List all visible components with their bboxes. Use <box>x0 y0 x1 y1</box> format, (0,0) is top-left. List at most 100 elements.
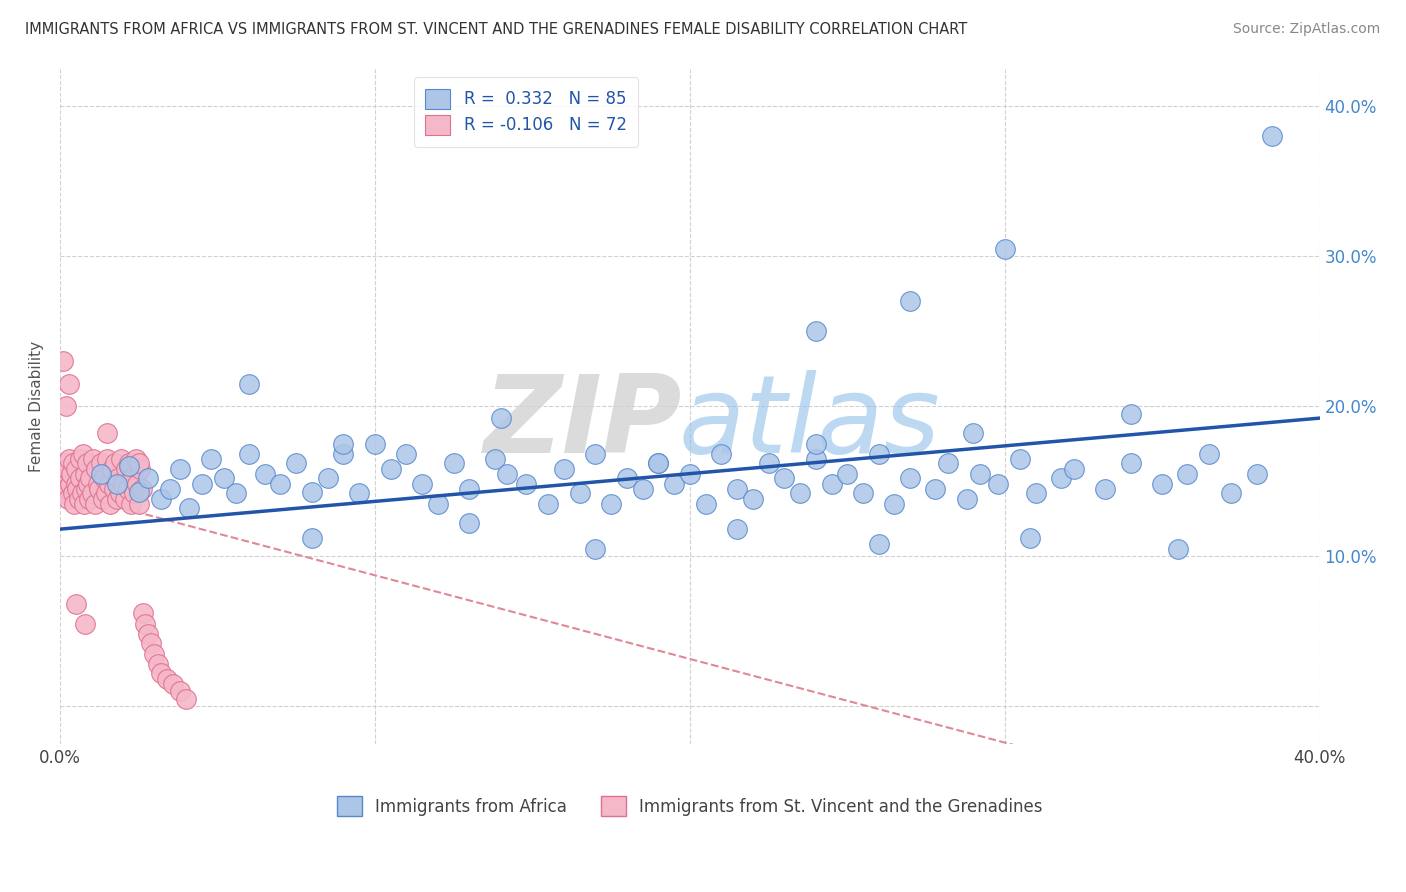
Point <box>1025 486 1047 500</box>
Point <box>65 477 87 491</box>
Point <box>53 456 76 470</box>
Point <box>489 411 512 425</box>
Point <box>710 447 733 461</box>
Point <box>725 482 748 496</box>
Point <box>269 477 291 491</box>
Text: IMMIGRANTS FROM AFRICA VS IMMIGRANTS FROM ST. VINCENT AND THE GRENADINES FEMALE : IMMIGRANTS FROM AFRICA VS IMMIGRANTS FRO… <box>25 22 967 37</box>
Point <box>101 462 124 476</box>
Point <box>898 294 921 309</box>
Point <box>97 477 120 491</box>
Point <box>117 482 139 496</box>
Point <box>82 451 104 466</box>
Point <box>93 471 115 485</box>
Point <box>458 482 481 496</box>
Point <box>1198 447 1220 461</box>
Point <box>553 462 575 476</box>
Point <box>52 471 75 485</box>
Point <box>136 471 159 485</box>
Point <box>120 497 142 511</box>
Point <box>1220 486 1243 500</box>
Point <box>96 451 118 466</box>
Point <box>647 456 669 470</box>
Point <box>647 456 669 470</box>
Point <box>72 447 94 461</box>
Point <box>91 492 114 507</box>
Point <box>105 477 128 491</box>
Point <box>773 471 796 485</box>
Point <box>962 426 984 441</box>
Point <box>121 471 143 485</box>
Point <box>52 354 75 368</box>
Point <box>883 497 905 511</box>
Point <box>96 426 118 441</box>
Point <box>987 477 1010 491</box>
Point <box>111 477 134 491</box>
Point <box>1018 531 1040 545</box>
Point <box>136 627 159 641</box>
Point <box>1094 482 1116 496</box>
Point <box>1175 467 1198 481</box>
Point <box>190 477 212 491</box>
Point <box>134 616 156 631</box>
Point <box>1063 462 1085 476</box>
Y-axis label: Female Disability: Female Disability <box>30 341 44 472</box>
Point <box>804 324 827 338</box>
Point <box>105 492 128 507</box>
Point <box>332 447 354 461</box>
Point <box>66 482 89 496</box>
Point <box>115 462 138 476</box>
Point <box>52 486 75 500</box>
Point <box>128 484 150 499</box>
Point <box>868 537 890 551</box>
Point <box>301 484 323 499</box>
Point <box>411 477 433 491</box>
Point <box>347 486 370 500</box>
Point <box>124 451 146 466</box>
Point <box>583 447 606 461</box>
Point <box>898 471 921 485</box>
Point <box>600 497 623 511</box>
Point <box>159 482 181 496</box>
Point <box>56 462 79 476</box>
Point <box>179 501 201 516</box>
Point <box>238 447 260 461</box>
Point <box>837 467 859 481</box>
Point <box>616 471 638 485</box>
Point <box>969 467 991 481</box>
Point <box>90 467 112 481</box>
Point <box>65 462 87 476</box>
Point <box>110 451 132 466</box>
Point <box>70 486 93 500</box>
Point <box>84 462 107 476</box>
Point <box>238 376 260 391</box>
Point <box>758 456 780 470</box>
Point <box>484 451 506 466</box>
Point <box>118 456 141 470</box>
Text: ZIP: ZIP <box>484 370 682 476</box>
Point <box>868 447 890 461</box>
Point <box>128 497 150 511</box>
Point <box>1246 467 1268 481</box>
Point <box>129 462 152 476</box>
Point <box>725 522 748 536</box>
Point <box>51 477 73 491</box>
Point <box>60 467 83 481</box>
Point <box>1119 407 1142 421</box>
Point <box>169 462 191 476</box>
Point <box>149 492 172 507</box>
Point <box>924 482 946 496</box>
Point <box>458 516 481 530</box>
Point <box>56 492 79 507</box>
Point <box>67 492 90 507</box>
Text: atlas: atlas <box>679 370 941 475</box>
Point <box>253 467 276 481</box>
Point <box>301 531 323 545</box>
Point <box>77 477 100 491</box>
Point <box>820 477 842 491</box>
Text: Source: ZipAtlas.com: Source: ZipAtlas.com <box>1233 22 1381 37</box>
Point <box>741 492 763 507</box>
Point <box>87 477 110 491</box>
Point <box>156 672 179 686</box>
Point <box>1010 451 1032 466</box>
Point <box>852 486 875 500</box>
